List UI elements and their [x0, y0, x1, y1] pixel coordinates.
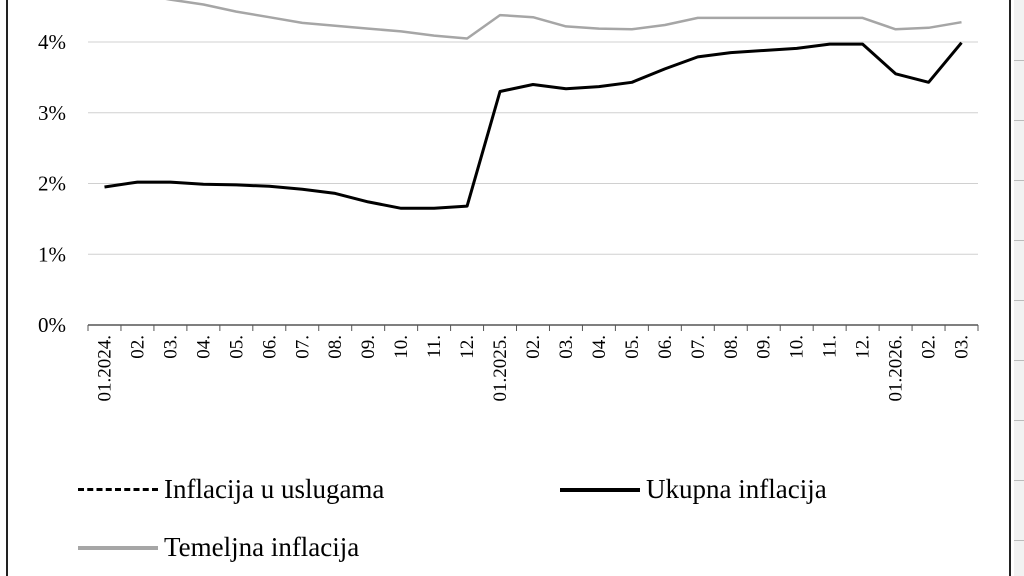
page-edge-line: [1014, 420, 1024, 421]
x-tick-label: 09.: [754, 335, 775, 359]
x-tick-label: 12.: [853, 335, 874, 359]
x-tick-label: 03.: [952, 335, 973, 359]
x-tick-label: 06.: [259, 335, 280, 359]
series-line-core-inflation: [165, 0, 962, 40]
y-tick-label: 4%: [38, 30, 66, 54]
x-tick-label: 06.: [655, 335, 676, 359]
page-edge-line: [1014, 120, 1024, 121]
x-tick-label: 02.: [919, 335, 940, 359]
legend-swatch-gray: [78, 545, 158, 550]
line-chart: 0% 1% 2% 3% 4% 01.2024. 02. 03. 04. 05. 06. 07. 08. 0…: [38, 0, 979, 402]
legend-item-total: Ukupna inflacija: [560, 474, 827, 505]
y-tick-label: 0%: [38, 313, 66, 337]
legend-label-services: Inflacija u uslugama: [164, 474, 385, 504]
x-tick-label: 10.: [391, 335, 412, 359]
x-tick-label: 10.: [787, 335, 808, 359]
frame-right-border: [1009, 0, 1011, 576]
x-tick-label: 02.: [523, 335, 544, 359]
legend-swatch-dashed: [78, 488, 158, 491]
y-tick-label: 2%: [38, 172, 66, 196]
legend-label-total: Ukupna inflacija: [646, 474, 827, 504]
x-tick-label: 01.2026.: [886, 335, 907, 402]
x-tick-label: 01.2024.: [94, 335, 115, 402]
page-edge-line: [1014, 480, 1024, 481]
series-line-total-inflation: [104, 41, 963, 210]
page-edge-line: [1014, 300, 1024, 301]
legend-swatch-black: [560, 487, 640, 492]
frame-left-border: [6, 0, 8, 576]
x-tick-label: 03.: [556, 335, 577, 359]
x-tick-label: 07.: [292, 335, 313, 359]
page-edge-line: [1014, 360, 1024, 361]
x-tick-label: 04.: [193, 335, 214, 359]
page-edge-line: [1014, 240, 1024, 241]
legend-item-services: Inflacija u uslugama: [78, 474, 384, 505]
page-edge-line: [1014, 540, 1024, 541]
page-edge-line: [1014, 180, 1024, 181]
legend-label-core: Temeljna inflacija: [164, 532, 360, 562]
x-tick-label: 08.: [721, 335, 742, 359]
x-tick-label: 02.: [127, 335, 148, 359]
x-tick-label: 05.: [622, 335, 643, 359]
x-tick-label: 11.: [820, 335, 841, 358]
page-edge-line: [1014, 60, 1024, 61]
x-tick-label: 04.: [589, 335, 610, 359]
x-tick-label: 07.: [688, 335, 709, 359]
x-tick-label: 09.: [358, 335, 379, 359]
x-tick-label: 08.: [325, 335, 346, 359]
y-tick-label: 3%: [38, 101, 66, 125]
legend-item-core: Temeljna inflacija: [78, 532, 359, 563]
page-edge: [1014, 0, 1024, 576]
x-tick-label: 03.: [160, 335, 181, 359]
x-tick-label: 01.2025.: [490, 335, 511, 402]
x-tick-label: 11.: [424, 335, 445, 358]
x-tick-label: 12.: [457, 335, 478, 359]
y-tick-label: 1%: [38, 242, 66, 266]
x-tick-label: 05.: [226, 335, 247, 359]
